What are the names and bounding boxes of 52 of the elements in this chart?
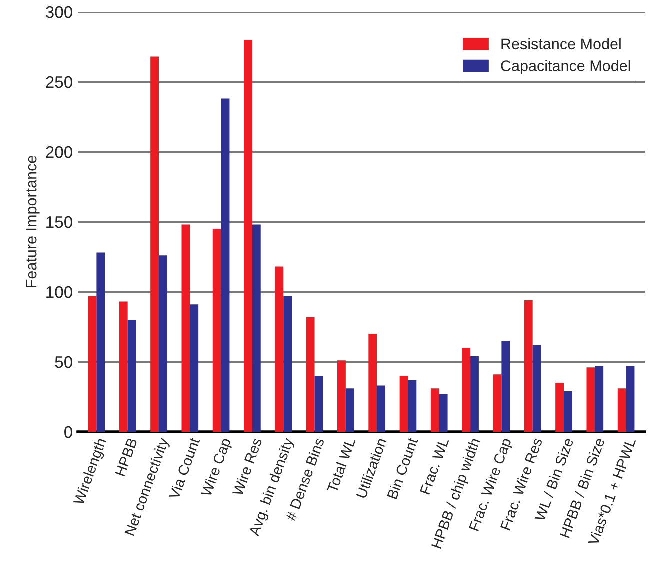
bar bbox=[275, 266, 284, 432]
bar bbox=[524, 300, 533, 432]
bar bbox=[564, 391, 572, 432]
bar bbox=[430, 388, 440, 432]
bar bbox=[252, 224, 261, 432]
x-tick-label: Total WL bbox=[326, 437, 356, 494]
legend-label: Capacitance Model bbox=[501, 60, 630, 74]
x-tick-label: Wire Cap bbox=[200, 437, 234, 499]
bar bbox=[306, 317, 315, 432]
x-tick-label: Bin Count bbox=[386, 436, 418, 500]
bar bbox=[212, 229, 222, 432]
bar bbox=[377, 386, 386, 432]
x-tick-label: HPBB bbox=[115, 438, 138, 477]
bar bbox=[314, 376, 324, 432]
bar bbox=[439, 394, 448, 432]
bar bbox=[221, 98, 230, 432]
bar bbox=[346, 388, 354, 432]
bar bbox=[532, 345, 542, 432]
x-tick-label: Wire Res bbox=[232, 437, 262, 497]
bar bbox=[556, 383, 564, 432]
x-tick-label: Frac. WL bbox=[420, 437, 450, 495]
bar bbox=[190, 304, 199, 432]
y-tick-label: 50 bbox=[55, 356, 72, 368]
bar bbox=[400, 376, 408, 432]
bar bbox=[119, 302, 128, 432]
y-axis-title: Feature Importance bbox=[26, 156, 40, 288]
bar bbox=[159, 256, 168, 432]
bar bbox=[586, 368, 596, 432]
y-tick-label: 250 bbox=[46, 76, 72, 88]
bar bbox=[368, 334, 378, 432]
bar bbox=[493, 374, 502, 432]
y-tick-label: 150 bbox=[46, 216, 72, 228]
bar bbox=[408, 380, 417, 432]
bar bbox=[128, 320, 136, 432]
y-tick-label: 200 bbox=[46, 146, 72, 158]
bar bbox=[502, 341, 510, 432]
bar bbox=[470, 356, 479, 432]
bar bbox=[462, 348, 471, 432]
y-tick-label: 300 bbox=[46, 6, 72, 18]
bar bbox=[244, 40, 252, 432]
bar bbox=[595, 366, 604, 432]
bar bbox=[626, 366, 635, 432]
bar bbox=[182, 224, 190, 432]
bar bbox=[150, 56, 159, 432]
legend-label: Resistance Model bbox=[502, 38, 621, 50]
bar bbox=[96, 252, 106, 432]
bar bbox=[284, 296, 292, 432]
bar bbox=[618, 388, 626, 432]
bar bbox=[338, 360, 346, 432]
y-tick-label: 0 bbox=[64, 426, 72, 438]
y-tick-label: 100 bbox=[46, 286, 72, 298]
bar bbox=[88, 296, 97, 432]
